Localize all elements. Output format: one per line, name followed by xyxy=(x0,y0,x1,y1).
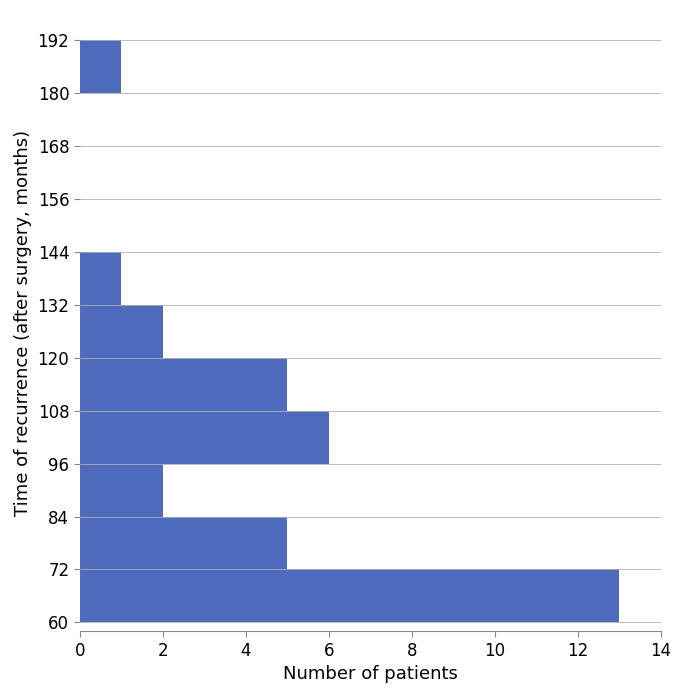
Bar xyxy=(79,305,163,358)
Y-axis label: Time of recurrence (after surgery, months): Time of recurrence (after surgery, month… xyxy=(14,130,32,516)
Bar xyxy=(79,411,329,464)
Bar xyxy=(79,516,287,569)
Bar xyxy=(79,569,619,622)
Bar xyxy=(79,40,121,93)
Bar xyxy=(79,252,121,305)
X-axis label: Number of patients: Number of patients xyxy=(283,665,458,683)
Bar xyxy=(79,464,163,516)
Bar xyxy=(79,358,287,411)
